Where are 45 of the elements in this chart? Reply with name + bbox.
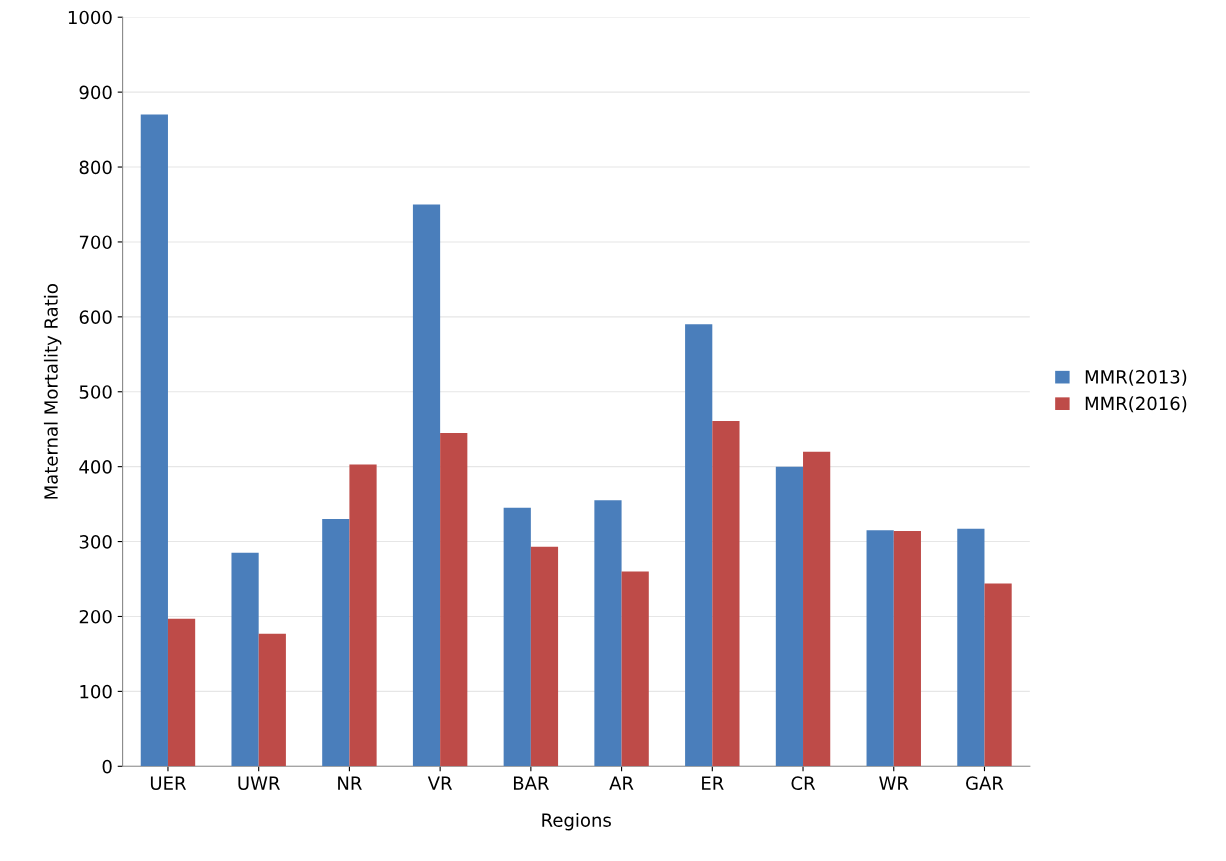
x-tick-label: NR [338,776,362,790]
bar [866,530,894,767]
bar [893,531,921,767]
x-tick-label: UER [150,776,187,790]
bar [984,583,1012,767]
y-tick-label: 800 [79,160,112,175]
bar [594,500,622,767]
y-tick-label: 200 [79,609,112,624]
bar [349,464,377,767]
y-tick-label: 1000 [68,10,112,25]
bar [231,552,259,767]
y-tick-label: 300 [79,535,112,549]
y-axis-title: Maternal Mortality Ratio [43,284,62,499]
x-tick-label: BAR [513,776,549,790]
x-tick-label: ER [702,776,724,790]
bar [140,114,168,767]
legend-label: MMR(2016) [1085,396,1187,413]
x-tick-label: CR [791,776,816,790]
bar [440,432,468,767]
x-tick-label: WR [879,776,909,790]
bar [530,546,559,767]
bar [803,451,831,767]
x-tick-label: UWR [238,776,280,790]
y-tick-label: 400 [79,460,112,474]
bar [685,324,713,767]
y-tick-label: 0 [102,759,112,774]
bar [412,204,441,767]
legend-label: MMR(2013) [1085,369,1187,386]
bar [621,571,649,767]
x-tick-label: VR [427,776,453,790]
bar [775,466,804,767]
bar [957,528,985,767]
y-tick-label: 500 [79,385,112,399]
y-tick-label: 600 [79,310,112,324]
bar [258,633,286,767]
bar [322,519,350,767]
x-tick-label: AR [609,776,634,790]
x-axis-title: Regions [542,812,611,831]
bar [167,618,196,767]
y-tick-label: 700 [79,235,112,250]
y-tick-label: 900 [79,85,112,100]
bar [712,420,740,767]
y-tick-label: 100 [80,684,112,699]
bar [503,507,531,767]
x-tick-label: GAR [966,776,1004,790]
